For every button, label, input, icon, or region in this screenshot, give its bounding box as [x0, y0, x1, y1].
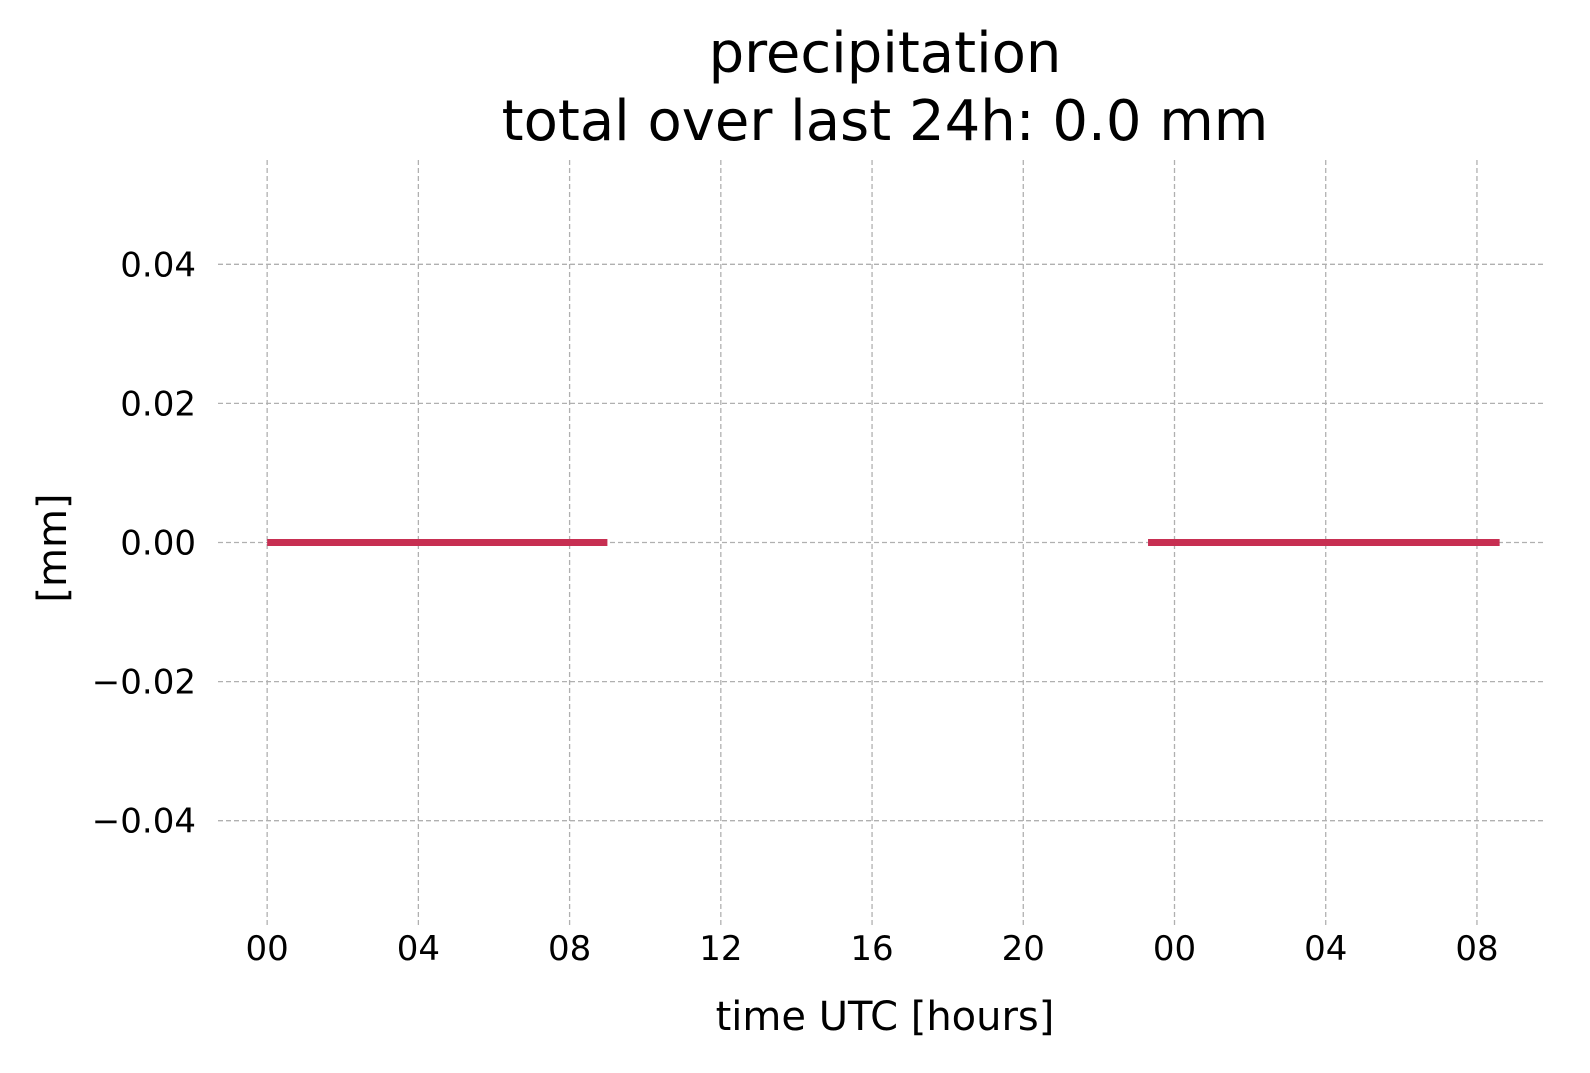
y-tick-label: 0.02 — [120, 384, 196, 424]
x-tick-label: 00 — [1153, 929, 1196, 969]
x-tick-label: 12 — [699, 929, 742, 969]
x-tick-label: 04 — [397, 929, 440, 969]
y-tick-label: 0.00 — [120, 524, 196, 564]
ticks-layer: 00 04 08 12 16 20 00 04 08 0.04 0.02 0.00 −0.02 −0.04 — [92, 245, 1499, 969]
x-tick-label: 16 — [850, 929, 893, 969]
y-tick-label: 0.04 — [120, 245, 196, 285]
y-tick-label: −0.04 — [92, 802, 196, 842]
x-tick-label: 20 — [1002, 929, 1045, 969]
x-tick-label: 08 — [548, 929, 591, 969]
x-axis-label: time UTC [hours] — [716, 994, 1055, 1040]
chart-title-line-2: total over last 24h: 0.0 mm — [502, 89, 1269, 154]
x-tick-label: 04 — [1304, 929, 1347, 969]
y-tick-label: −0.02 — [92, 663, 196, 703]
chart-title-line-1: precipitation — [709, 21, 1062, 86]
y-axis-label: [mm] — [30, 493, 76, 602]
x-tick-label: 00 — [246, 929, 289, 969]
x-tick-label: 08 — [1455, 929, 1498, 969]
